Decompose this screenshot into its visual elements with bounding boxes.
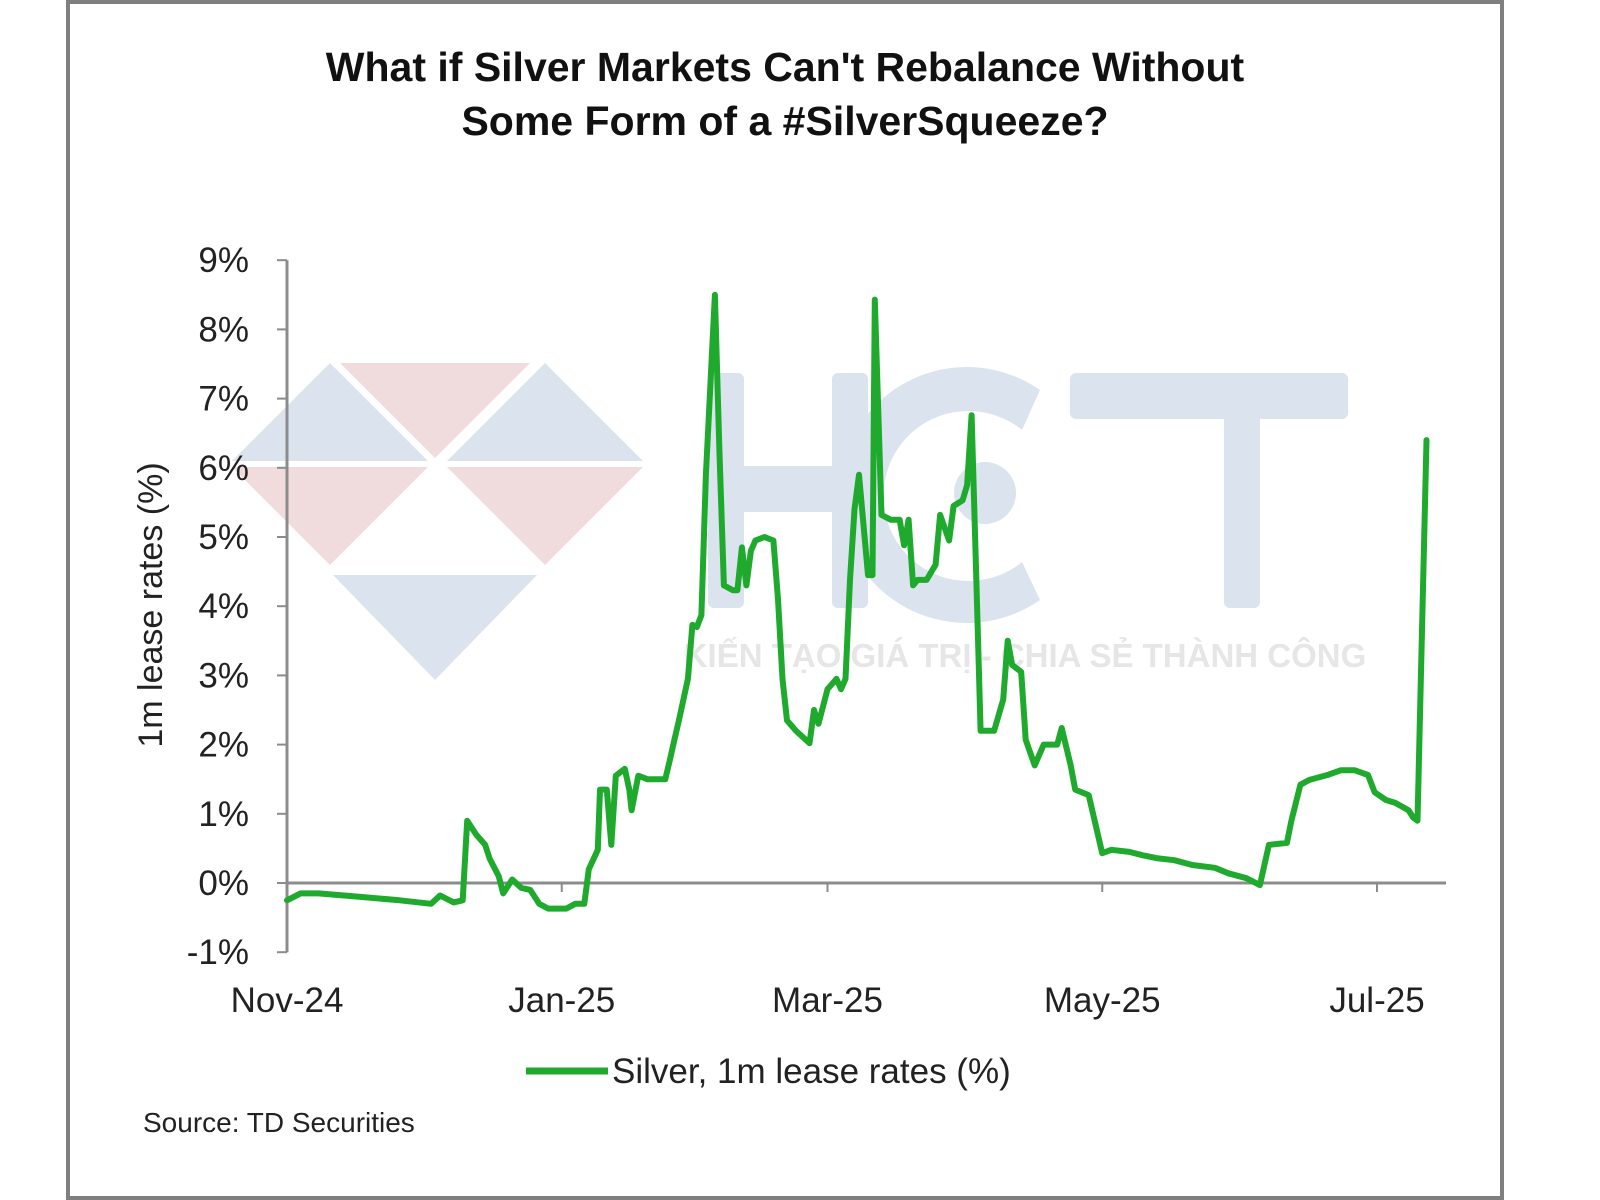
chart-title-line-1: What if Silver Markets Can't Rebalance W… — [325, 44, 1245, 90]
watermark-tagline: KIẾN TẠO GIÁ TRỊ - CHIA SẺ THÀNH CÔNG — [684, 636, 1367, 674]
watermark-letter-t-top — [1070, 373, 1348, 419]
watermark-letter-t-stem — [1224, 410, 1260, 608]
y-axis-ticks: -1% 0% 1% 2% 3% 4% 5% 6% 7% 8% 9% — [187, 241, 287, 972]
y-tick-label: 6% — [198, 449, 249, 488]
x-tick-label: Jul-25 — [1329, 981, 1424, 1020]
y-tick-label: 4% — [198, 587, 249, 626]
watermark-letters: KIẾN TẠO GIÁ TRỊ - CHIA SẺ THÀNH CÔNG — [684, 367, 1367, 674]
watermark-letter-c — [838, 367, 1040, 623]
watermark-triangle — [333, 575, 537, 680]
y-tick-label: 9% — [198, 241, 249, 280]
watermark-triangle — [447, 467, 643, 565]
x-tick-label: Mar-25 — [772, 981, 883, 1020]
chart-title-line-2: Some Form of a #SilverSqueeze? — [461, 98, 1109, 144]
x-axis-ticks: Nov-24 Jan-25 Mar-25 May-25 Jul-25 — [231, 883, 1425, 1020]
x-tick-label: Jan-25 — [508, 981, 615, 1020]
source-note: Source: TD Securities — [143, 1107, 415, 1138]
series-layer — [284, 291, 1430, 912]
y-tick-label: 5% — [198, 518, 249, 557]
y-tick-label: 8% — [198, 310, 249, 349]
watermark-triangle — [447, 363, 643, 461]
y-tick-label: -1% — [187, 933, 249, 972]
watermark-triangle — [340, 363, 530, 458]
watermark-letter-h-bar — [744, 466, 832, 512]
x-tick-label: Nov-24 — [231, 981, 344, 1020]
y-tick-label: 1% — [198, 795, 249, 834]
series-line-silver-lease-rate — [284, 291, 1430, 912]
watermark-logo — [232, 363, 643, 680]
y-tick-label: 7% — [198, 380, 249, 419]
y-tick-label: 2% — [198, 726, 249, 765]
chart-frame — [66, 0, 1504, 1200]
watermark-triangle — [232, 467, 428, 565]
y-axis-title: 1m lease rates (%) — [132, 462, 170, 747]
watermark-triangle — [232, 363, 428, 461]
x-tick-label: May-25 — [1044, 981, 1161, 1020]
legend: Silver, 1m lease rates (%) — [526, 1052, 1011, 1091]
y-tick-label: 0% — [198, 864, 249, 903]
legend-label: Silver, 1m lease rates (%) — [612, 1052, 1011, 1091]
y-tick-label: 3% — [198, 656, 249, 695]
